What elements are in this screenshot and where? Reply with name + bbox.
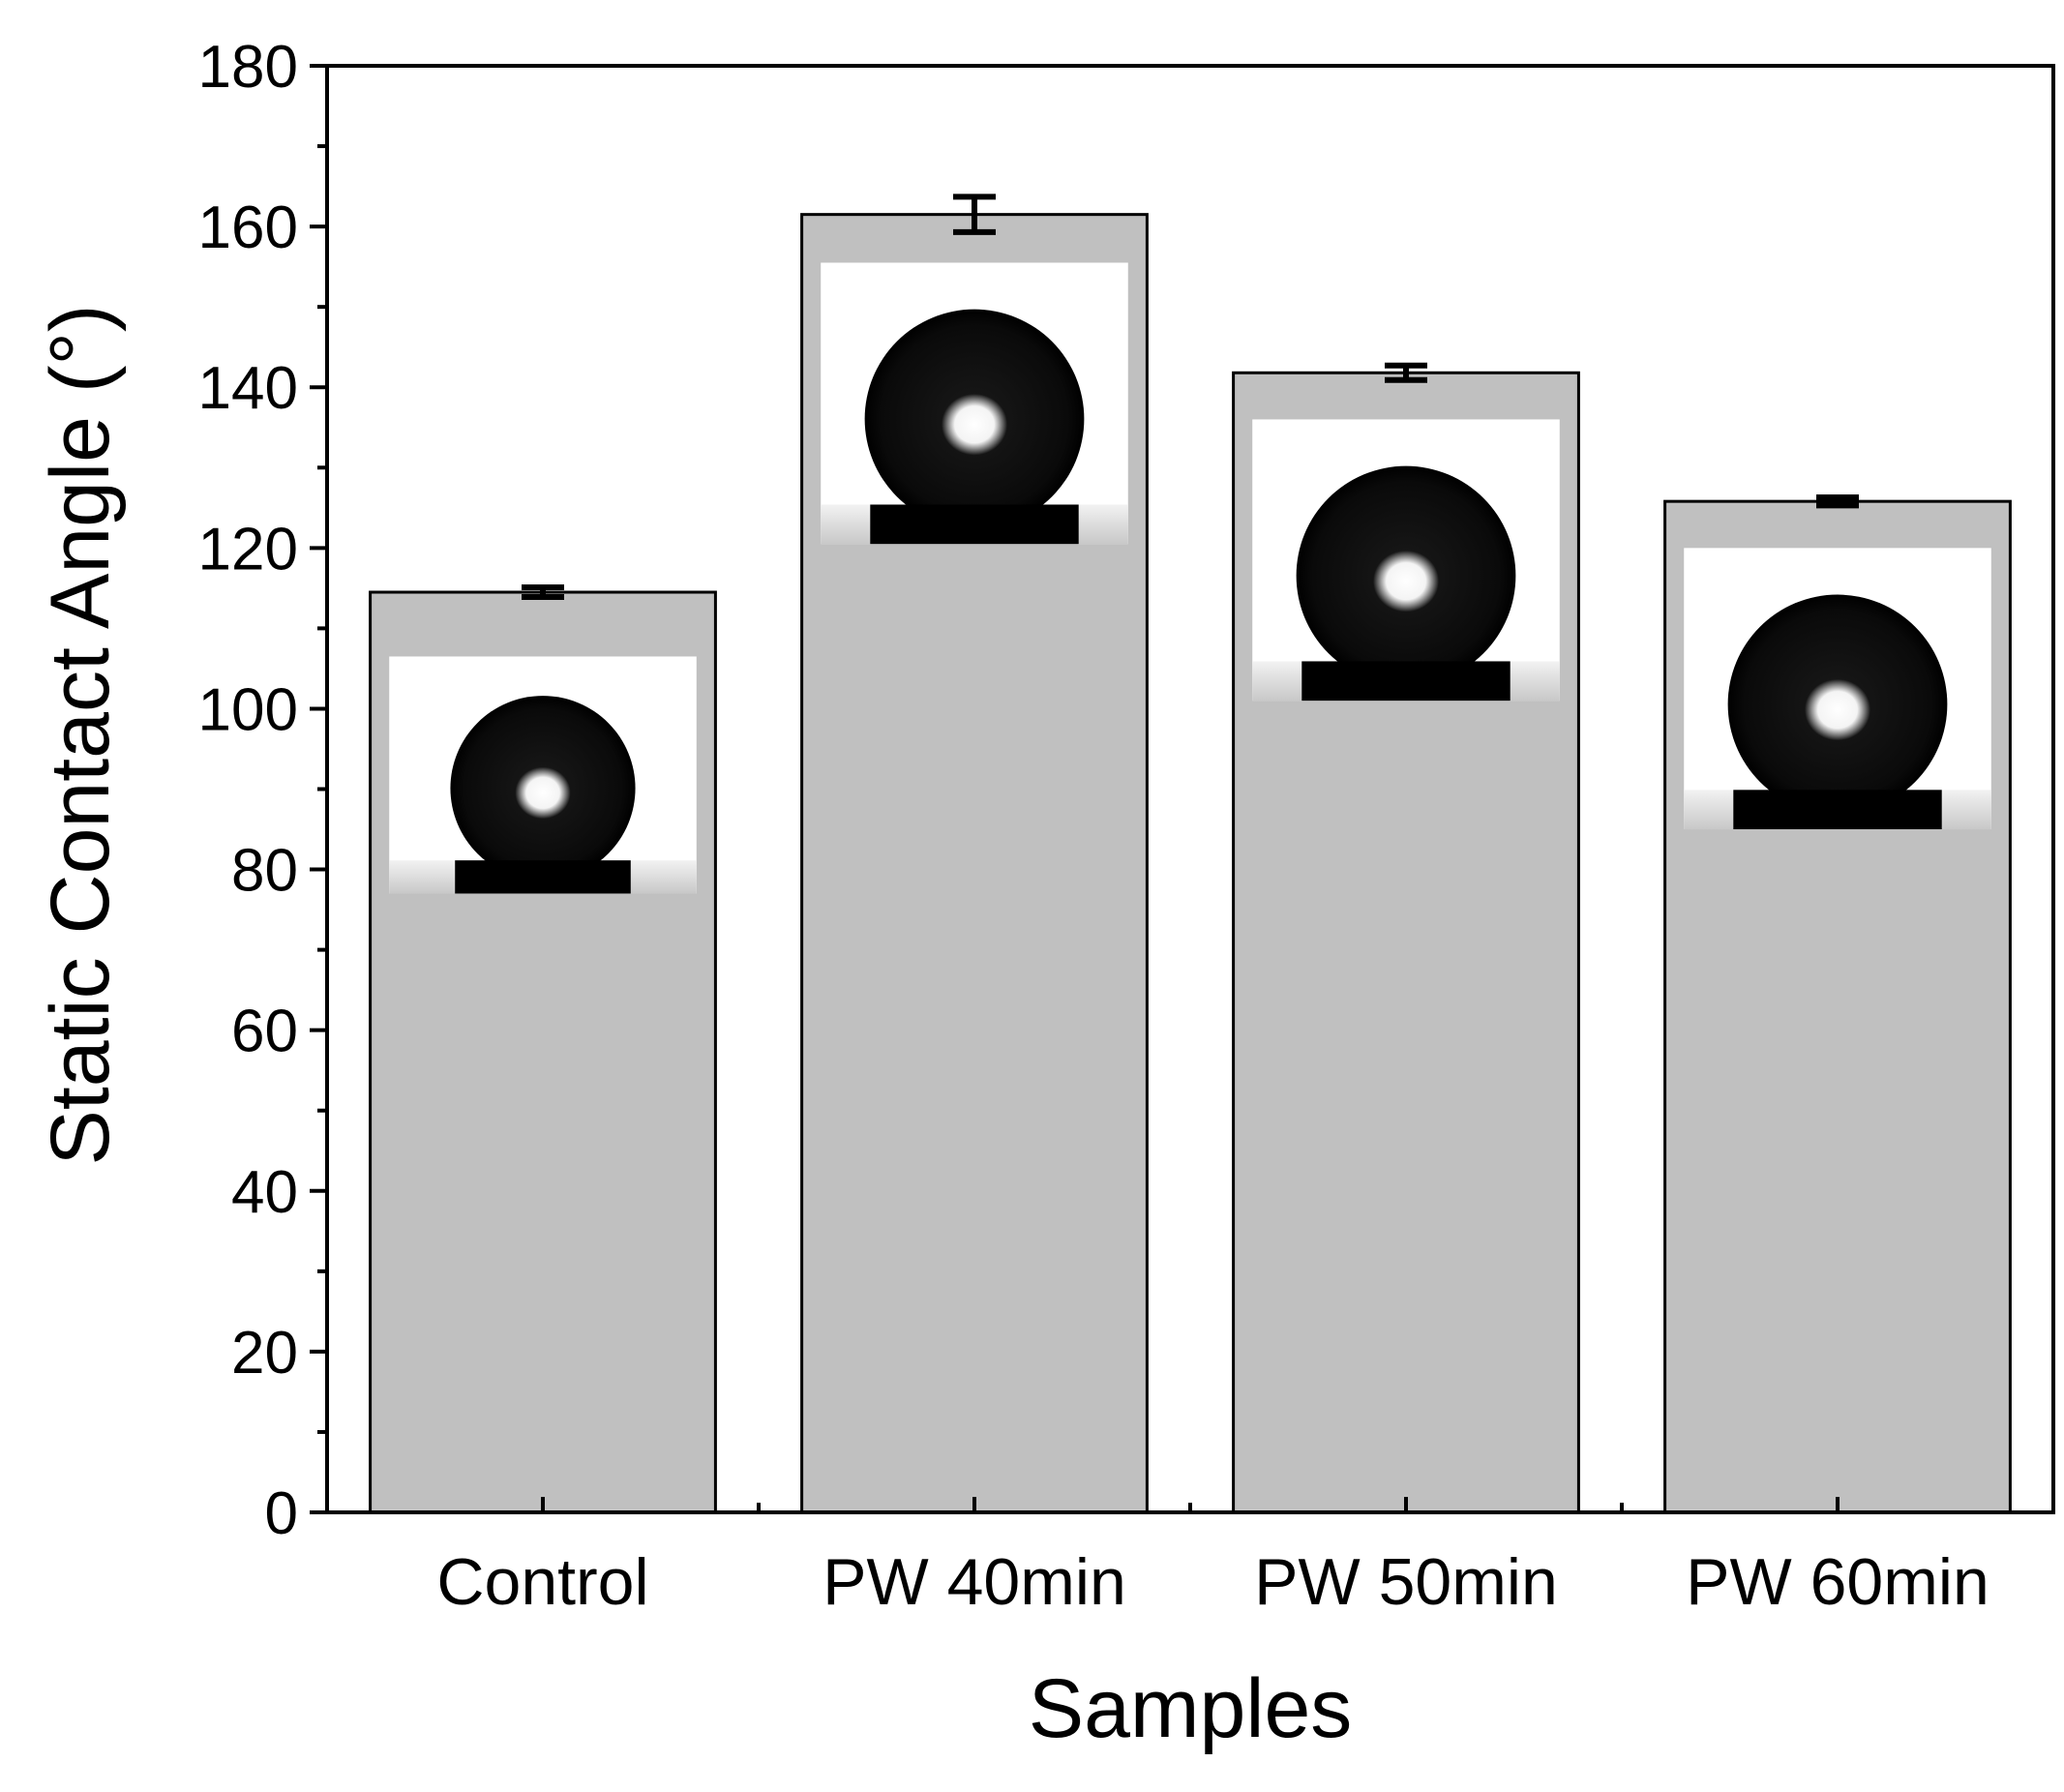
droplet-highlight [1804, 678, 1871, 741]
y-tick-label: 100 [198, 676, 298, 743]
x-axis-title: Samples [1029, 1662, 1353, 1755]
droplet-contact-shadow [870, 504, 1079, 545]
droplet-highlight [1372, 550, 1440, 612]
y-tick-label: 40 [231, 1159, 298, 1226]
droplet-insets [389, 262, 1991, 894]
droplet-highlight [941, 393, 1008, 456]
x-tick-label-3: PW 50min [1254, 1545, 1558, 1619]
y-tick-label: 120 [198, 516, 298, 582]
axes: Control PW 40min PW 50min PW 60min 0 20 40 60 80… [198, 34, 1989, 1619]
x-tick-label-2: PW 40min [823, 1545, 1126, 1619]
droplet-image-3 [1252, 419, 1560, 702]
y-tick-label: 60 [231, 999, 298, 1065]
y-tick-label: 180 [198, 34, 298, 101]
droplet-image-2 [821, 262, 1128, 545]
y-tick-label: 140 [198, 355, 298, 422]
droplet-highlight [515, 766, 571, 820]
y-tick-label: 80 [231, 838, 298, 905]
y-tick-label: 160 [198, 194, 298, 261]
droplet-contact-shadow [1301, 661, 1511, 702]
droplet-image-4 [1684, 548, 1991, 830]
droplet-image-1 [389, 656, 697, 894]
y-tick-label: 20 [231, 1320, 298, 1387]
x-tick-label-1: Control [436, 1545, 648, 1619]
error-bars [522, 194, 1859, 600]
y-axis-title: Static Contact Angle (°) [34, 304, 127, 1165]
droplet-contact-shadow [1733, 790, 1942, 830]
x-tick-label-4: PW 60min [1686, 1545, 1989, 1619]
y-tick-label: 0 [265, 1480, 298, 1547]
droplet-contact-shadow [455, 860, 631, 894]
